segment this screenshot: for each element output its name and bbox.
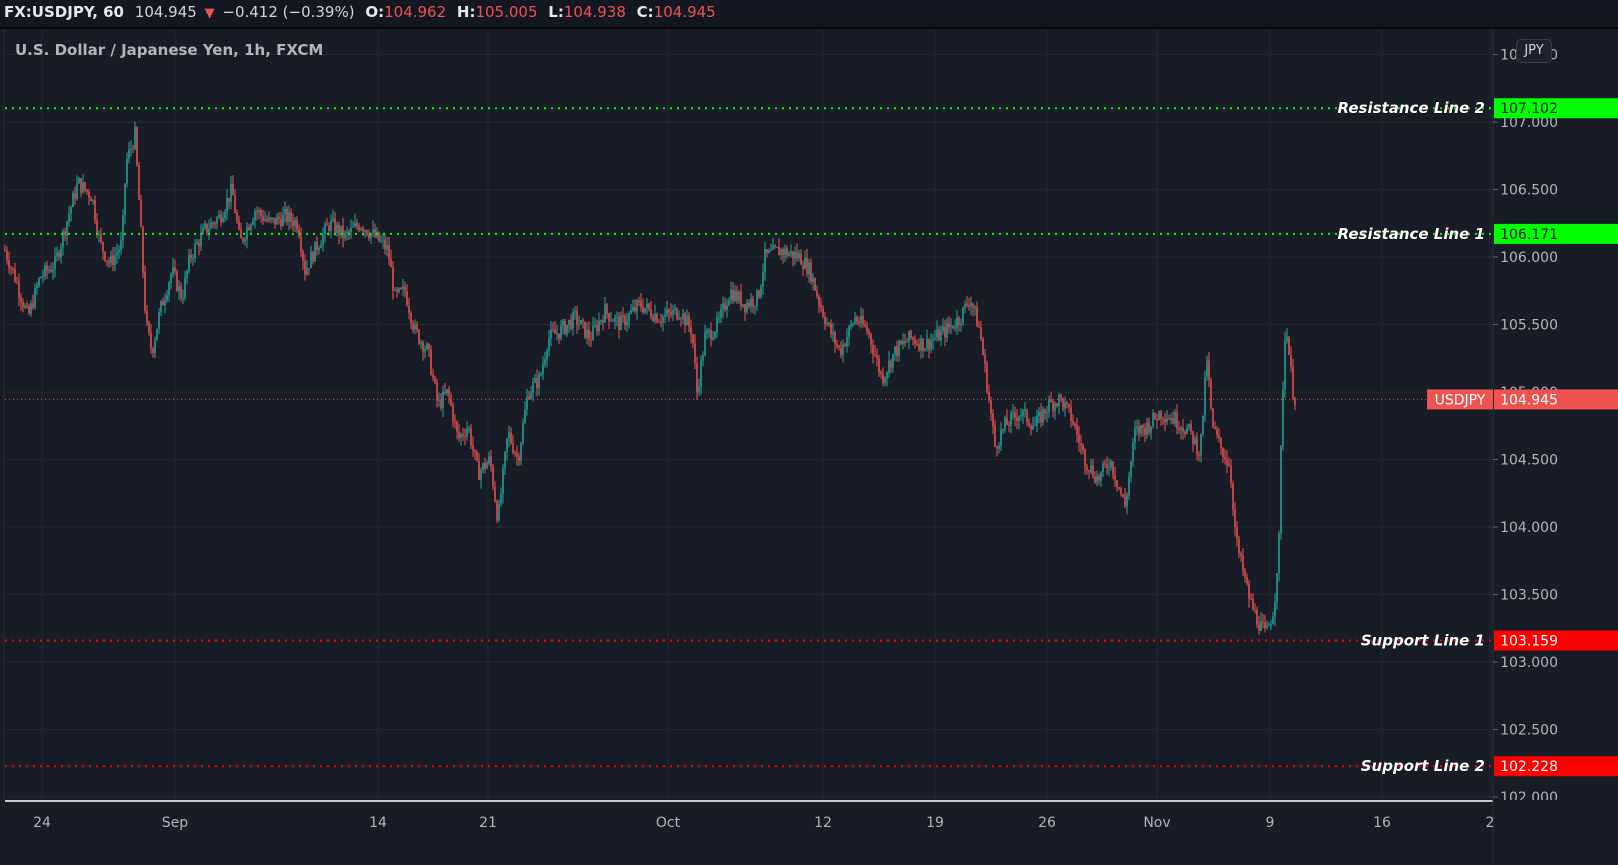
time-axis-label: 24: [33, 815, 51, 831]
price-axis-label: 106.000: [1500, 250, 1558, 266]
time-axis-label: 21: [479, 815, 497, 831]
last-price-marker: [1494, 389, 1618, 410]
close-key: C:: [636, 3, 654, 21]
time-axis-label: 2: [1486, 815, 1495, 831]
price-axis-label: 103.500: [1500, 588, 1558, 604]
time-axis-label: 14: [369, 815, 387, 831]
support-price-value: 103.159: [1500, 634, 1558, 650]
chart-background: [0, 29, 1618, 865]
low-key: L:: [548, 3, 564, 21]
symbol-header: FX:USDJPY, 60 104.945 ▼ −0.412 (−0.39%) …: [0, 0, 1618, 29]
support-price-marker: [1494, 630, 1618, 651]
candles: [4, 121, 1296, 635]
price-change: −0.412 (−0.39%): [222, 3, 355, 21]
symbol-name-label: USDJPY: [1435, 392, 1486, 408]
resistance-price-value: 106.171: [1500, 227, 1558, 243]
time-axis[interactable]: [0, 800, 1618, 865]
open-value: 104.962: [384, 3, 447, 21]
price-axis-label: 102.500: [1500, 723, 1558, 739]
time-axis-label: 9: [1266, 815, 1275, 831]
resistance-line-label: Resistance Line 2: [1338, 99, 1485, 117]
symbol-interval[interactable]: FX:USDJPY, 60: [4, 3, 124, 21]
price-axis-label: 104.000: [1500, 520, 1558, 536]
open-key: O:: [365, 3, 385, 21]
time-axis-label: Oct: [656, 815, 681, 831]
high-key: H:: [456, 3, 476, 21]
time-axis-label: Sep: [162, 815, 189, 831]
resistance-price-marker: [1494, 98, 1618, 119]
chart-legend-title: U.S. Dollar / Japanese Yen, 1h, FXCM: [15, 41, 324, 59]
high-value: 105.005: [475, 3, 538, 21]
low-value: 104.938: [563, 3, 626, 21]
resistance-line-label: Resistance Line 1: [1338, 225, 1485, 243]
down-arrow-icon: ▼: [204, 6, 215, 21]
price-axis-label: 107.000: [1500, 115, 1558, 131]
resistance-price-value: 107.102: [1500, 101, 1558, 117]
chart-pane[interactable]: Resistance Line 2 Resistance Line 1 Suppor…: [0, 29, 1618, 865]
time-axis-label: 19: [926, 815, 944, 831]
last-price-value: 104.945: [1500, 392, 1558, 408]
currency-button[interactable]: JPY: [1516, 39, 1552, 63]
price-axis-label: 104.500: [1500, 453, 1558, 469]
support-line-label: Support Line 2: [1361, 757, 1485, 775]
support-line-label: Support Line 1: [1361, 632, 1485, 650]
candlestick-chart[interactable]: Resistance Line 2 Resistance Line 1 Suppor…: [0, 29, 1618, 865]
price-axis-label: 106.500: [1500, 183, 1558, 199]
symbol-name-marker: [1427, 389, 1493, 410]
price-axis-label: 105.500: [1500, 318, 1558, 334]
close-value: 104.945: [653, 3, 716, 21]
support-price-value: 102.228: [1500, 759, 1558, 775]
time-axis-label: 26: [1038, 815, 1056, 831]
resistance-price-marker: [1494, 223, 1618, 244]
time-axis-label: Nov: [1143, 815, 1170, 831]
time-axis-label: 12: [814, 815, 832, 831]
support-price-marker: [1494, 756, 1618, 777]
price-axis-label: 103.000: [1500, 655, 1558, 671]
time-axis-label: 16: [1373, 815, 1391, 831]
last-price: 104.945: [134, 3, 197, 21]
